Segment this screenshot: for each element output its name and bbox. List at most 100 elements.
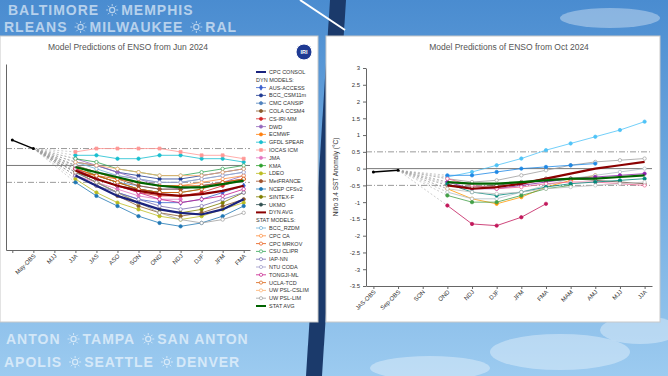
y-tick-label: -2: [355, 233, 361, 239]
legend-marker: [259, 242, 262, 245]
sun-ray: [166, 356, 167, 358]
sun-core: [146, 336, 151, 341]
x-tick-label: OND: [149, 252, 163, 266]
x-tick-label: JJA: [637, 289, 648, 300]
series-marker: [242, 167, 245, 170]
series-marker: [242, 211, 245, 214]
legend-entry: CMC CANSIP: [256, 100, 304, 106]
series-marker: [116, 181, 119, 184]
series-marker: [158, 187, 161, 190]
legend-entry: UW PSL-CSLIM: [256, 287, 309, 293]
plume-connector: [33, 149, 75, 168]
series-marker: [594, 135, 597, 138]
series: [74, 171, 246, 215]
plot-area: [6, 139, 250, 228]
series-marker: [179, 154, 182, 157]
series-marker: [470, 200, 473, 203]
legend-label: NTU CODA: [269, 264, 298, 270]
x-tick: FMA: [536, 286, 549, 302]
legend-label: BCC_CSM11m: [269, 92, 307, 98]
sun-ray: [144, 335, 145, 336]
legend-label: CPC CONSOL: [269, 69, 305, 75]
plume-connector: [33, 149, 75, 171]
y-tick: -0.5: [350, 183, 366, 189]
y-tick-mark: [363, 169, 366, 170]
observed-point: [32, 147, 35, 150]
series-marker: [179, 198, 182, 201]
series-marker: [137, 184, 140, 187]
legend-marker: [259, 281, 262, 284]
series-marker: [221, 177, 224, 180]
y-axis: 32.521.510.50-0.5-1-1.5-2-2.5-3-3.5: [350, 65, 367, 289]
y-tick-label: 1.5: [352, 116, 361, 122]
plume-connector: [33, 149, 75, 156]
series-marker: [495, 164, 498, 167]
x-tick-label: MJJ: [611, 289, 623, 301]
sun-icon: [106, 4, 118, 16]
sun-core: [71, 336, 76, 341]
series-marker: [495, 179, 498, 182]
series-marker: [116, 147, 119, 150]
sun-ray: [75, 366, 76, 368]
y-tick-mark: [363, 135, 366, 136]
series-marker: [221, 154, 224, 157]
legend-entry: ECMWF: [256, 131, 290, 137]
legend-label: UW PSL-LIM: [269, 295, 302, 301]
series-marker: [95, 181, 98, 184]
sun-core: [110, 7, 115, 12]
sun-ray: [192, 30, 193, 31]
city-name: BALTIMORE: [8, 2, 99, 18]
series-marker: [95, 174, 98, 177]
city-name: MILWAUKEE: [90, 19, 184, 35]
legend-marker: [259, 203, 262, 206]
sun-ray: [108, 6, 109, 7]
series-marker: [643, 184, 646, 187]
legend-label: CS-IRI-MM: [269, 116, 297, 122]
observed-point: [11, 139, 14, 142]
plume-connector: [33, 149, 75, 152]
legend-label: CPC CA: [269, 233, 290, 239]
series-marker: [158, 177, 161, 180]
series-line: [447, 174, 644, 189]
series-marker: [137, 157, 140, 160]
sky-background: [0, 0, 668, 376]
x-tick: ASO: [108, 250, 121, 266]
x-tick-label: SON: [128, 253, 141, 266]
x-tick: Sep-OBS: [379, 286, 401, 311]
plume-connector: [33, 149, 75, 176]
series-marker: [116, 171, 119, 174]
y-tick-label: 0: [357, 166, 361, 172]
y-tick-mark: [363, 202, 366, 203]
x-tick: OND: [149, 250, 163, 267]
sun-core: [194, 24, 199, 29]
x-tick-mark: [595, 286, 596, 289]
x-tick-mark: [447, 286, 448, 289]
legend-entry: UCLA-TCD: [256, 280, 297, 286]
series-marker: [594, 180, 597, 183]
x-tick-mark: [571, 286, 572, 289]
series-marker: [242, 174, 245, 177]
legend-label: TONGJI-ML: [269, 272, 299, 278]
y-tick-mark: [363, 236, 366, 237]
x-tick: SON: [128, 250, 141, 266]
series-marker: [158, 147, 161, 150]
x-tick: JJA: [67, 250, 78, 264]
city-name: SAN ANTON: [157, 331, 248, 347]
series: [447, 162, 644, 189]
series-marker: [520, 190, 523, 193]
series-marker: [95, 174, 98, 177]
city-name: MEMPHIS: [121, 2, 193, 18]
sun-ray: [78, 365, 79, 366]
series-marker: [569, 164, 572, 167]
series-marker: [569, 142, 572, 145]
series-marker: [200, 196, 203, 202]
series-marker: [95, 194, 98, 197]
x-tick-label: MJJ: [46, 253, 58, 265]
y-axis: [6, 65, 7, 251]
city-name: RLEANS: [4, 19, 68, 35]
sun-ray: [171, 362, 173, 363]
y-tick-label: 2.5: [352, 82, 361, 88]
series: [74, 160, 246, 177]
series: [74, 157, 246, 177]
legend-swatch: [256, 211, 266, 213]
